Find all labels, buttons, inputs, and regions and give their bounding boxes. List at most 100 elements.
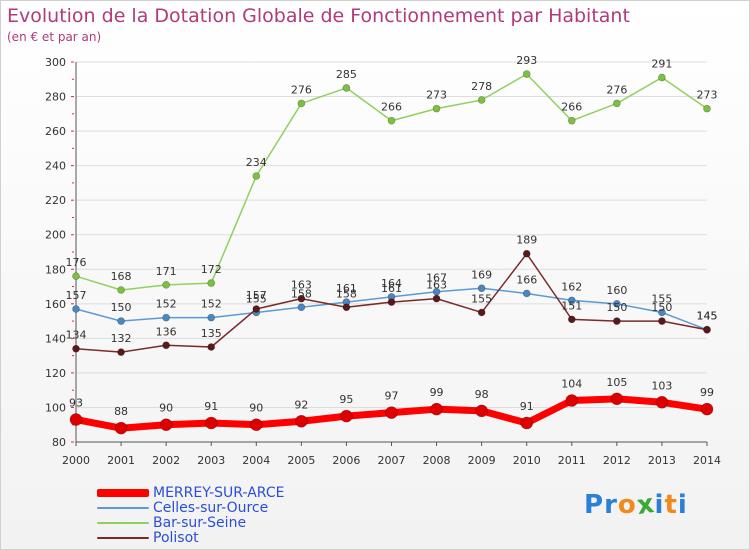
- data-label: 176: [66, 256, 87, 269]
- data-point: [387, 116, 396, 125]
- data-point: [613, 300, 621, 308]
- data-point: [159, 418, 173, 432]
- data-point: [69, 413, 83, 426]
- data-label: 161: [381, 282, 402, 295]
- data-label: 163: [426, 279, 447, 292]
- data-point: [703, 104, 711, 113]
- data-label: 189: [516, 234, 537, 247]
- x-tick-label: 2003: [197, 454, 225, 467]
- y-tick-label: 80: [52, 436, 66, 449]
- logo-letter: r: [604, 490, 618, 520]
- data-point: [252, 172, 261, 180]
- x-tick-labels: 2000 2001 2002 2003 2004 2005 2006 2007 2008 2009…: [62, 442, 721, 467]
- x-tick-label: 2005: [287, 454, 315, 467]
- data-point: [297, 294, 306, 303]
- data-label: 95: [339, 393, 353, 406]
- data-point: [567, 315, 576, 324]
- data-label: 90: [249, 402, 263, 415]
- x-tick-label: 2014: [693, 454, 721, 467]
- legend-swatch: [97, 521, 149, 524]
- legend-swatch: [97, 506, 149, 509]
- data-label: 88: [114, 405, 128, 418]
- data-label: 145: [697, 310, 718, 323]
- data-label: 161: [336, 282, 357, 295]
- legend-swatch: [97, 536, 149, 539]
- legend-item: Polisot: [97, 529, 284, 546]
- data-point: [114, 421, 128, 435]
- data-label: 134: [66, 329, 87, 342]
- data-point: [204, 416, 218, 430]
- x-tick-label: 2011: [558, 454, 586, 467]
- data-point: [613, 99, 621, 108]
- data-label: 162: [561, 280, 582, 293]
- data-point: [249, 418, 263, 432]
- data-label: 157: [246, 289, 267, 302]
- data-label: 169: [471, 268, 492, 281]
- data-point: [295, 414, 308, 428]
- data-label: 167: [426, 272, 447, 285]
- data-label: 98: [475, 388, 489, 401]
- data-label: 171: [156, 265, 177, 278]
- data-point: [162, 313, 170, 322]
- data-label: 150: [651, 301, 672, 314]
- data-label: 132: [111, 332, 132, 345]
- x-tick-label: 2007: [378, 454, 406, 467]
- legend-item: MERREY-SUR-ARCE: [97, 485, 284, 501]
- data-label: 91: [520, 400, 534, 413]
- data-label: 150: [111, 301, 132, 314]
- y-tick-label: 260: [45, 125, 66, 138]
- x-tick-label: 2006: [332, 454, 360, 467]
- legend-label: Polisot: [153, 529, 199, 546]
- data-point: [655, 395, 669, 409]
- legend-item: Bar-sur-Seine: [97, 515, 284, 531]
- x-tick-label: 2013: [648, 454, 676, 467]
- chart-title: Evolution de la Dotation Globale de Fonc…: [7, 5, 630, 27]
- data-point: [658, 308, 666, 317]
- logo-letter: P: [584, 490, 605, 520]
- data-point: [703, 325, 711, 334]
- x-tick-label: 2004: [242, 454, 270, 467]
- data-point: [432, 294, 441, 303]
- data-point: [658, 73, 666, 82]
- data-label: 285: [336, 68, 357, 81]
- data-label: 164: [381, 277, 402, 290]
- data-point: [432, 104, 441, 113]
- data-label: 234: [246, 156, 267, 169]
- data-point: [477, 308, 486, 317]
- data-labels-0: 93 88 90 91 90 92 95 97 99 98 91 104 105 103 99: [69, 376, 714, 418]
- data-label: 157: [66, 289, 87, 302]
- data-point: [162, 281, 170, 289]
- data-point: [72, 305, 80, 313]
- y-tick-label: 280: [45, 91, 66, 104]
- data-label: 168: [111, 270, 132, 283]
- data-label: 155: [246, 292, 267, 305]
- data-point: [613, 317, 621, 325]
- data-label: 150: [606, 301, 627, 314]
- data-point: [475, 404, 488, 418]
- data-label: 152: [201, 298, 222, 311]
- data-point: [522, 70, 531, 78]
- data-point: [207, 313, 216, 322]
- y-gridlines: 80 100 120 140 160 180 200 220 240 260 280 300: [45, 56, 707, 449]
- data-point: [207, 343, 216, 351]
- data-label: 266: [561, 101, 582, 114]
- data-point: [297, 99, 306, 108]
- data-point: [72, 272, 80, 280]
- data-point: [117, 317, 125, 325]
- data-label: 135: [201, 327, 222, 340]
- data-label: 266: [381, 101, 402, 114]
- data-point: [340, 409, 353, 423]
- data-point: [117, 286, 125, 294]
- y-tick-label: 180: [45, 263, 66, 276]
- data-label: 99: [430, 386, 444, 399]
- y-tick-label: 240: [45, 160, 66, 173]
- y-tick-label: 300: [45, 56, 66, 69]
- data-point: [522, 249, 531, 258]
- data-point: [385, 406, 398, 419]
- series-3: [72, 249, 711, 356]
- data-label: 155: [471, 292, 492, 305]
